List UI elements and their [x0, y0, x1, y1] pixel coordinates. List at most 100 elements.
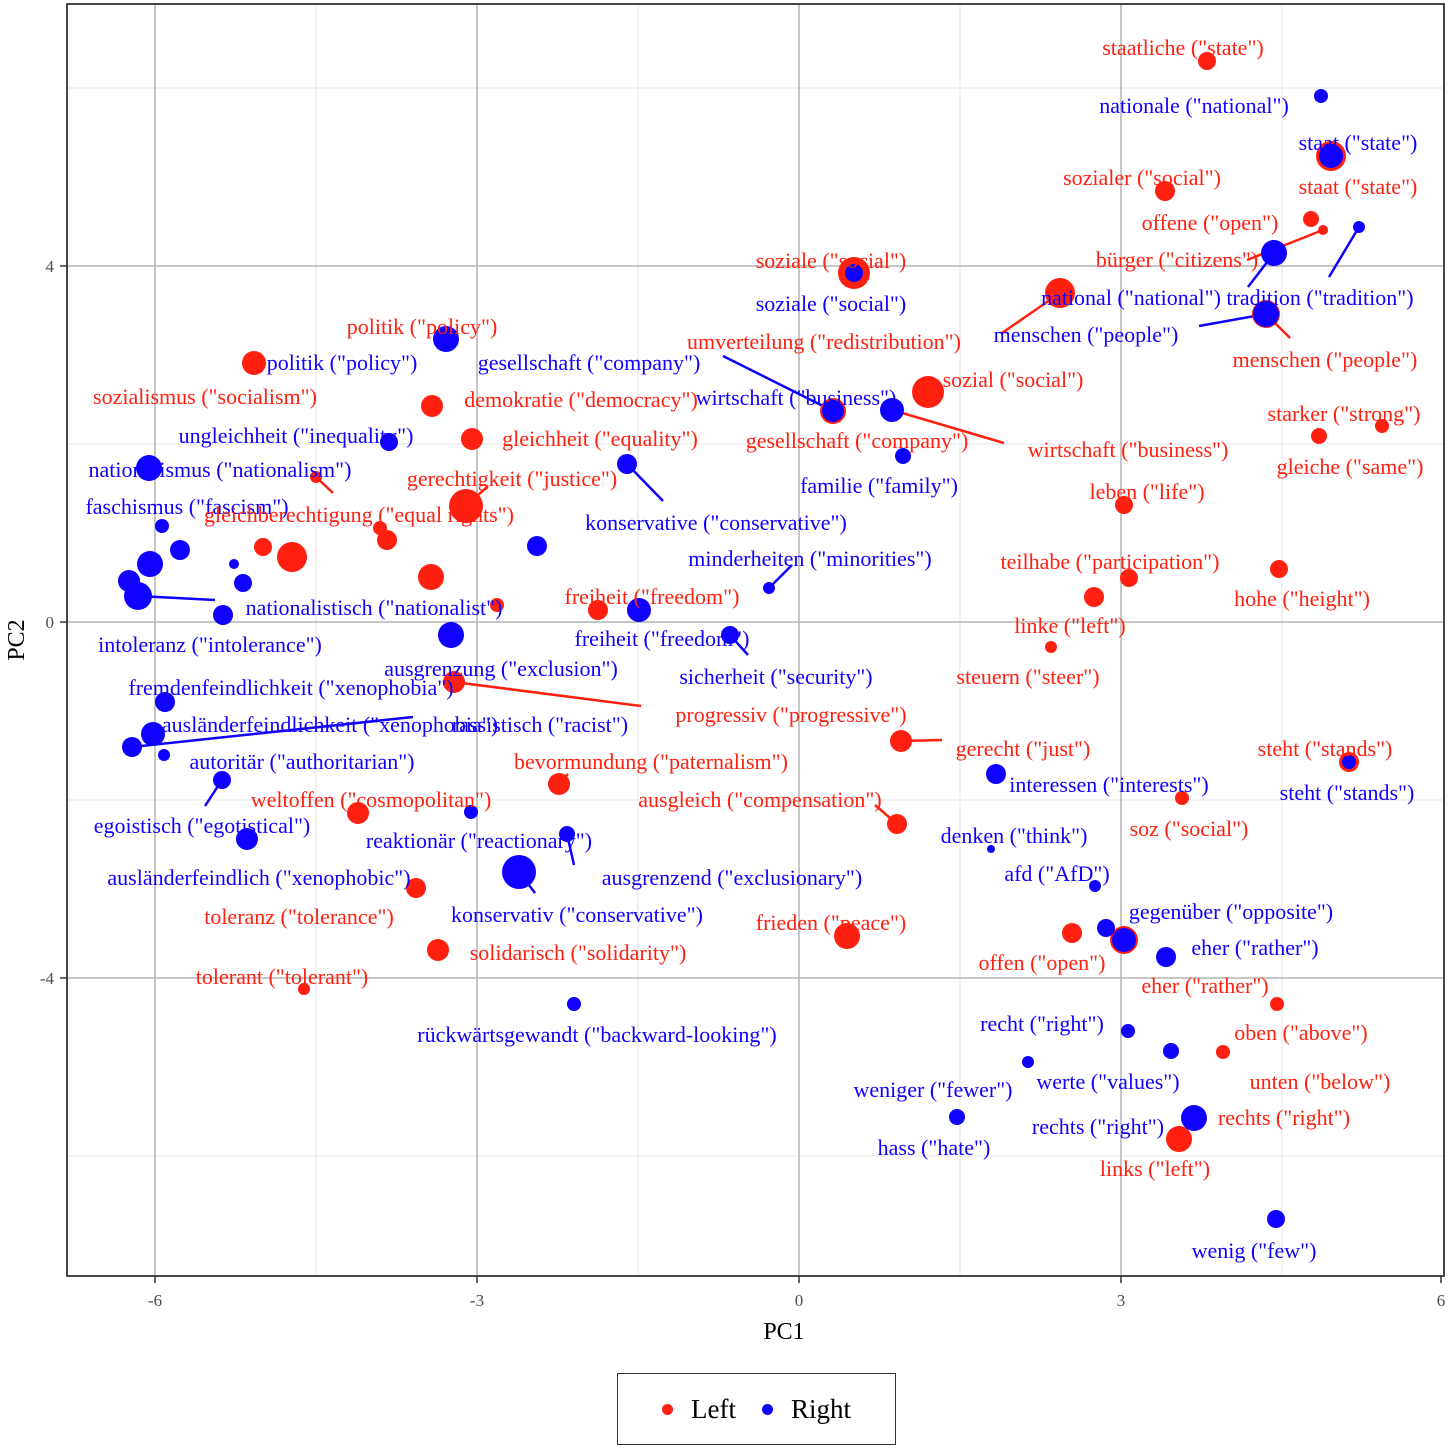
right-point-label: intoleranz ("intolerance")	[98, 632, 322, 657]
left-data-point	[298, 983, 310, 995]
left-point-label: gerechtigkeit ("justice")	[407, 466, 617, 491]
left-data-point	[1311, 428, 1327, 444]
x-axis-title: PC1	[763, 1319, 804, 1345]
right-point-label: politik ("policy")	[267, 350, 418, 375]
y-tick-label: 4	[46, 257, 55, 276]
left-data-point	[1166, 1126, 1192, 1152]
right-point-label: gesellschaft ("company")	[478, 350, 701, 375]
right-data-point	[236, 828, 258, 850]
left-point-label: frieden ("peace")	[756, 910, 906, 935]
right-point-label: interessen ("interests")	[1009, 772, 1208, 797]
right-data-point	[987, 845, 995, 853]
left-point-label: umverteilung ("redistribution")	[687, 329, 961, 354]
left-data-point	[1155, 181, 1175, 201]
left-point-label: bevormundung ("paternalism")	[514, 749, 788, 774]
right-point-label: konservativ ("conservative")	[451, 902, 703, 927]
left-data-point	[377, 530, 397, 550]
right-data-point	[464, 805, 478, 819]
left-data-point	[1216, 1045, 1230, 1059]
left-point-label: staatliche ("state")	[1102, 35, 1264, 60]
left-point-label: offene ("open")	[1142, 210, 1279, 235]
right-data-point	[1261, 240, 1287, 266]
right-data-point	[136, 455, 162, 481]
right-point-label: rückwärtsgewandt ("backward-looking")	[417, 1022, 776, 1047]
right-data-point	[234, 574, 252, 592]
left-data-point	[1375, 419, 1389, 433]
left-point-label: gleiche ("same")	[1277, 454, 1424, 479]
leader-line	[1246, 228, 1324, 262]
left-point-label: bürger ("citizens")	[1096, 247, 1258, 272]
left-data-point	[890, 730, 912, 752]
right-point-label: reaktionär ("reactionary")	[366, 828, 592, 853]
right-point-label: konservative ("conservative")	[585, 510, 847, 535]
left-data-point	[421, 395, 443, 417]
right-point-label: ausländerfeindlichkeit ("xenophobia")	[162, 712, 498, 737]
x-tick-labels: -6 -3 0 3 6	[148, 1291, 1445, 1310]
right-data-point	[1342, 755, 1356, 769]
left-point-label: politik ("policy")	[347, 314, 498, 339]
right-data-point	[141, 722, 165, 746]
left-data-point	[1175, 791, 1189, 805]
left-point-label: sozialismus ("socialism")	[93, 384, 317, 409]
right-data-point	[122, 737, 142, 757]
legend: Left Right	[617, 1373, 896, 1445]
legend-left-dot-icon	[662, 1403, 673, 1415]
right-point-label: nationale ("national")	[1099, 93, 1289, 118]
left-point-label: freiheit ("freedom")	[565, 584, 740, 609]
right-point-label: national ("national")	[1041, 285, 1221, 310]
left-point-label: rechts ("right")	[1218, 1105, 1350, 1130]
right-point-label: fremdenfeindlichkeit ("xenophobia")	[128, 675, 453, 700]
right-data-point	[567, 997, 581, 1011]
left-point-label: progressiv ("progressive")	[675, 702, 906, 727]
right-data-point	[1097, 919, 1115, 937]
right-data-point	[1319, 144, 1343, 168]
left-data-point	[1120, 569, 1138, 587]
right-data-point	[627, 598, 651, 622]
left-point-label: offen ("open")	[979, 950, 1106, 975]
left-point-label: staat ("state")	[1299, 174, 1418, 199]
left-point-label: oben ("above")	[1234, 1020, 1367, 1045]
right-point-label: autoritär ("authoritarian")	[189, 749, 414, 774]
left-data-point	[1270, 560, 1288, 578]
left-point-label: demokratie ("democracy")	[464, 387, 698, 412]
right-point-label: eher ("rather")	[1191, 935, 1318, 960]
right-point-label: faschismus ("fascism")	[85, 494, 288, 519]
left-data-point	[242, 351, 266, 375]
left-data-point	[1318, 225, 1328, 235]
minor-gridlines	[67, 4, 1444, 1276]
legend-right-label: Right	[790, 1393, 851, 1424]
right-data-point	[845, 264, 863, 282]
left-data-point	[277, 542, 307, 572]
left-data-point	[1084, 587, 1104, 607]
left-point-label: hohe ("height")	[1234, 586, 1370, 611]
plot-border	[66, 3, 1445, 1277]
left-data-point	[834, 923, 860, 949]
right-data-point	[822, 400, 844, 422]
right-data-point	[502, 855, 536, 889]
leader-line	[1327, 226, 1361, 278]
right-point-label: ausgrenzung ("exclusion")	[384, 656, 618, 681]
right-data-point	[433, 326, 459, 352]
left-point-label: eher ("rather")	[1141, 973, 1268, 998]
plot-panel	[67, 4, 1444, 1276]
left-data-point	[310, 471, 322, 483]
right-point-label: ausgrenzend ("exclusionary")	[602, 865, 862, 890]
right-point-label: werte ("values")	[1036, 1069, 1179, 1094]
left-data-point	[1045, 278, 1075, 308]
x-tick-label: -6	[148, 1291, 162, 1310]
left-data-point	[418, 564, 444, 590]
left-point-label: sozialer ("social")	[1063, 165, 1221, 190]
right-point-label: steht ("stands")	[1280, 780, 1415, 805]
left-data-point	[1062, 923, 1082, 943]
right-point-label: menschen ("people")	[994, 322, 1179, 347]
left-data-point	[1198, 52, 1216, 70]
axis-ticks	[60, 265, 1442, 1283]
y-tick-labels: 4 0 -4	[40, 257, 55, 988]
right-data-point	[1253, 301, 1279, 327]
right-data-point	[986, 764, 1006, 784]
right-data-point	[1181, 1105, 1207, 1131]
right-point-label: familie ("family")	[800, 473, 958, 498]
left-point-label: gesellschaft ("company")	[746, 428, 969, 453]
left-point-label: toleranz ("tolerance")	[204, 904, 394, 929]
